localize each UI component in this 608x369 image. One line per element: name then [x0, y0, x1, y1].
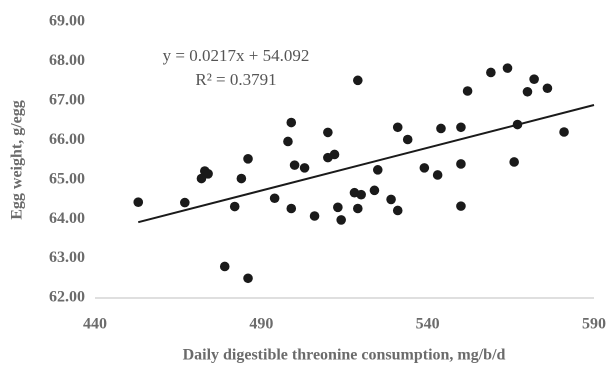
point	[219, 261, 230, 272]
point	[392, 122, 403, 133]
point	[402, 134, 413, 145]
point	[486, 67, 496, 78]
x-tick-label: 490	[249, 316, 273, 333]
point	[133, 197, 144, 207]
point	[419, 163, 430, 173]
x-tick-label: 440	[83, 316, 107, 333]
point	[329, 149, 340, 160]
point	[369, 185, 380, 196]
point	[456, 201, 466, 211]
x-tick-label: 590	[582, 316, 606, 333]
point	[323, 127, 333, 138]
y-tick-label: 69.00	[49, 13, 85, 30]
y-axis-title: Egg weight, g/egg	[9, 100, 26, 220]
point	[372, 165, 383, 175]
point	[180, 197, 190, 208]
point	[289, 160, 300, 170]
point	[522, 86, 533, 97]
point	[286, 203, 297, 214]
y-tick-label: 65.00	[49, 170, 85, 187]
point	[336, 215, 346, 225]
point	[243, 154, 253, 164]
point	[353, 75, 363, 86]
y-tick-label: 68.00	[49, 52, 85, 69]
point	[356, 189, 366, 200]
point	[353, 203, 363, 214]
point	[559, 127, 569, 137]
point	[462, 86, 473, 96]
point	[456, 122, 466, 133]
r-squared: R² = 0.3791	[195, 70, 276, 89]
x-axis-title: Daily digestible threonine consumption, …	[183, 347, 506, 364]
y-tick-label: 67.00	[49, 92, 85, 109]
point	[529, 74, 539, 84]
point	[286, 117, 297, 128]
point	[333, 202, 343, 213]
point	[203, 169, 213, 179]
point	[432, 170, 443, 180]
point	[243, 273, 253, 284]
point	[229, 201, 240, 212]
trendline-equation: y = 0.0217x + 54.092	[163, 46, 310, 65]
point	[236, 173, 247, 184]
point	[196, 173, 207, 184]
y-tick-label: 63.00	[49, 249, 85, 266]
y-tick-label: 64.00	[49, 210, 85, 227]
point	[542, 83, 553, 94]
point	[456, 159, 466, 169]
point	[436, 123, 446, 134]
x-tick-label: 540	[416, 316, 440, 333]
point	[386, 194, 396, 205]
trendline	[137, 104, 595, 224]
point	[509, 157, 519, 167]
y-tick-label: 66.00	[49, 131, 85, 148]
point	[299, 163, 310, 173]
point	[283, 136, 293, 147]
y-tick-label: 62.00	[49, 289, 85, 306]
point	[392, 205, 403, 216]
point	[269, 193, 280, 204]
point	[309, 211, 320, 221]
point	[502, 63, 513, 73]
